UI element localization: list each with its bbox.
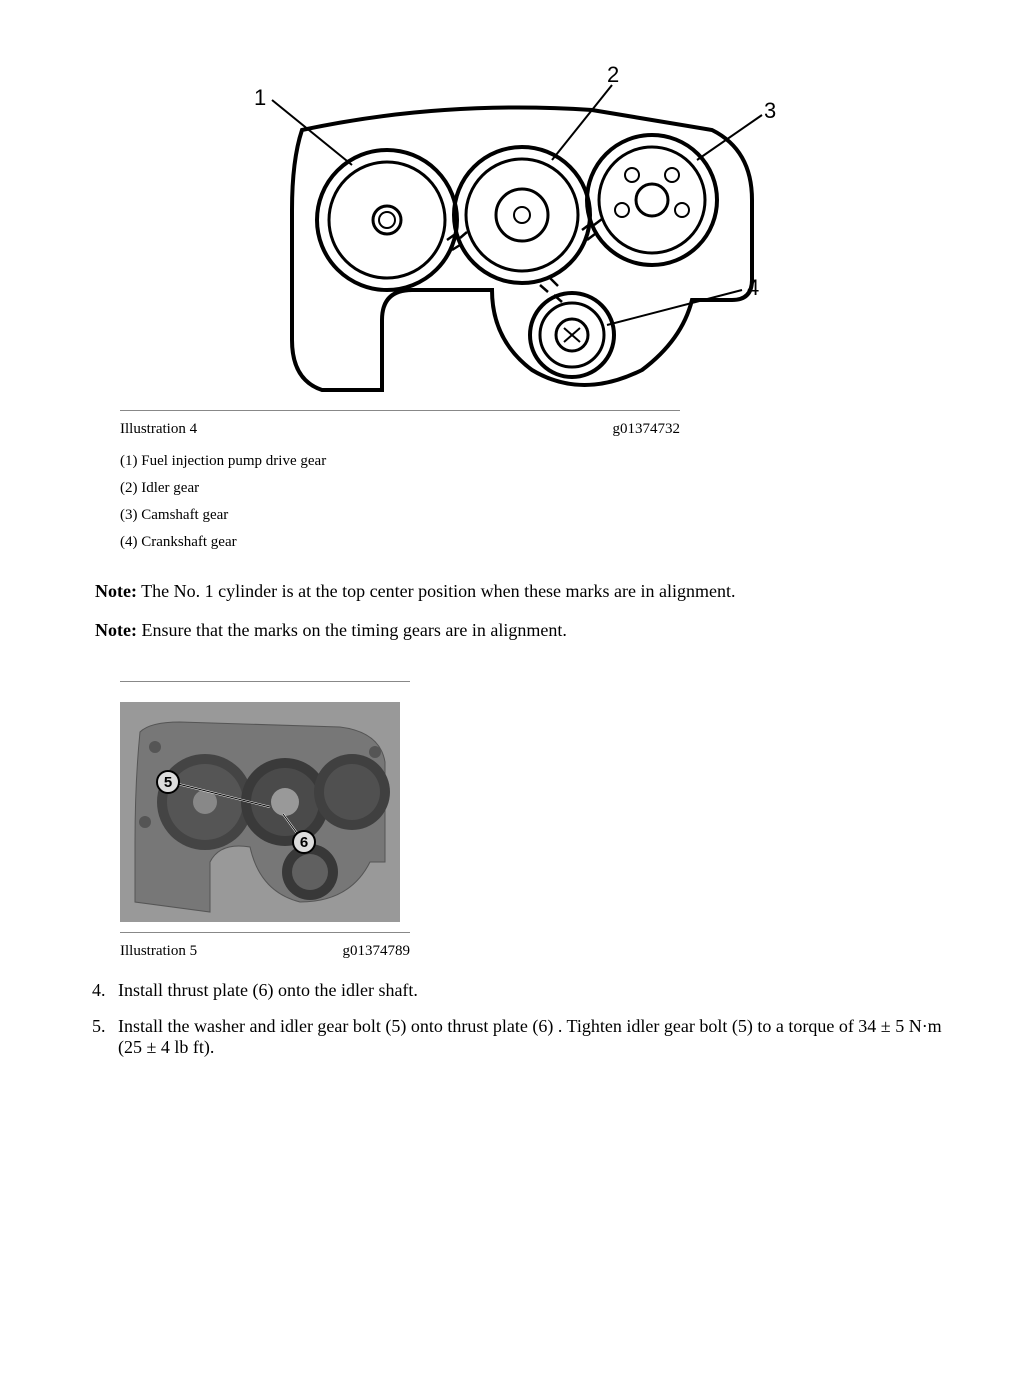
illustration-4-caption: Illustration 4 g01374732 (120, 421, 680, 438)
gear-1-inner (329, 162, 445, 278)
procedure-steps: Install thrust plate (6) onto the idler … (110, 980, 964, 1058)
callout-line-1 (272, 100, 352, 165)
callout-label-1: 1 (254, 85, 266, 111)
gear-2-outer (454, 147, 590, 283)
callout-label-4: 4 (747, 275, 759, 301)
gear-1-center (373, 206, 401, 234)
note-2-text: Ensure that the marks on the timing gear… (137, 620, 567, 640)
illustration-4-label: Illustration 4 (120, 421, 197, 438)
gear-diagram: 1 2 3 4 (242, 60, 782, 400)
illustration-5-id: g01374789 (343, 943, 411, 960)
callout-label-3: 3 (764, 98, 776, 124)
callout-line-4 (607, 290, 742, 325)
note-2: Note: Ensure that the marks on the timin… (95, 620, 964, 641)
illustration-5-label: Illustration 5 (120, 943, 197, 960)
callout-label-6: 6 (292, 830, 316, 854)
gear-diagram-svg (242, 60, 782, 400)
legend-item-1: (1) Fuel injection pump drive gear (120, 453, 904, 470)
gear-3-inner (599, 147, 705, 253)
note-1: Note: The No. 1 cylinder is at the top c… (95, 581, 964, 602)
step-4: Install thrust plate (6) onto the idler … (110, 980, 964, 1001)
note-1-text: The No. 1 cylinder is at the top center … (137, 581, 736, 601)
callout-line-2 (552, 85, 612, 160)
callout-label-5: 5 (156, 770, 180, 794)
gear-2-inner (466, 159, 578, 271)
gear-2-center (514, 207, 530, 223)
illustration-5-caption: Illustration 5 g01374789 (120, 943, 410, 960)
gear-1-outer (317, 150, 457, 290)
gear-1-bolt (379, 212, 395, 228)
legend-item-4: (4) Crankshaft gear (120, 534, 904, 551)
legend-item-3: (3) Camshaft gear (120, 507, 904, 524)
illustration-4-figure: 1 2 3 4 Illustration 4 g01374732 (1) Fue… (60, 60, 964, 551)
gear-3-center (636, 184, 668, 216)
engine-photo-svg (120, 702, 400, 922)
note-2-label: Note: (95, 620, 137, 640)
gear-3-outer (587, 135, 717, 265)
note-1-label: Note: (95, 581, 137, 601)
legend-item-2: (2) Idler gear (120, 480, 904, 497)
callout-line-3 (697, 115, 762, 160)
callout-label-2: 2 (607, 62, 619, 88)
housing-outline (292, 108, 752, 391)
engine-photo: 5 6 (120, 702, 400, 922)
illustration-5-divider (120, 932, 410, 933)
illustration-4-legend: (1) Fuel injection pump drive gear (2) I… (120, 453, 904, 551)
illustration-4-id: g01374732 (613, 421, 681, 438)
illustration-5-figure: 5 6 Illustration 5 g01374789 (60, 681, 964, 960)
illustration-4-divider (120, 410, 680, 411)
illustration-5-top-divider (120, 681, 410, 682)
step-5: Install the washer and idler gear bolt (… (110, 1016, 964, 1058)
gear-2-hub (496, 189, 548, 241)
